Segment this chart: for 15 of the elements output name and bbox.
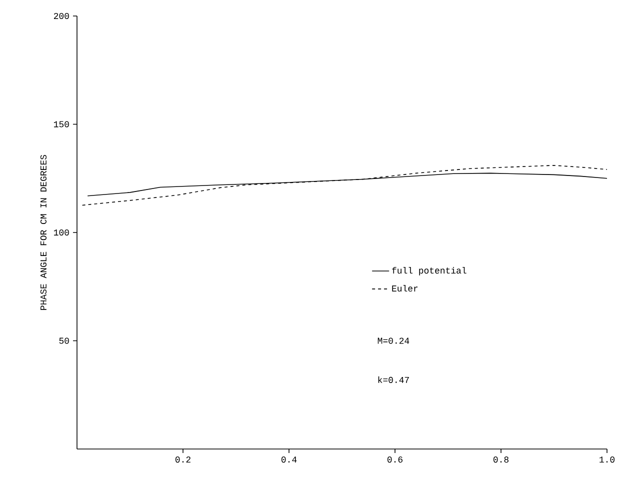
line-series [82, 164, 608, 206]
y-tick-label: 200 [54, 12, 69, 20]
annotation: k=0.47 [378, 376, 409, 384]
y-tick-label: 50 [59, 338, 69, 344]
y-axis-title: PHASE ANGLE FOR CM IN DEGREES [40, 154, 47, 310]
y-tick-label: 150 [54, 121, 69, 128]
x-tick-label: 1.0 [600, 456, 615, 463]
x-tick-label: 0.2 [175, 456, 190, 463]
legend-label: Euler [392, 284, 418, 292]
annotation: M=0.24 [378, 338, 410, 344]
x-tick-label: 0.4 [281, 456, 297, 463]
legend-label: full potential [392, 266, 466, 276]
y-tick-label: 100 [54, 229, 69, 236]
x-tick-label: 0.8 [493, 456, 508, 463]
x-tick-label: 0.6 [387, 456, 402, 463]
